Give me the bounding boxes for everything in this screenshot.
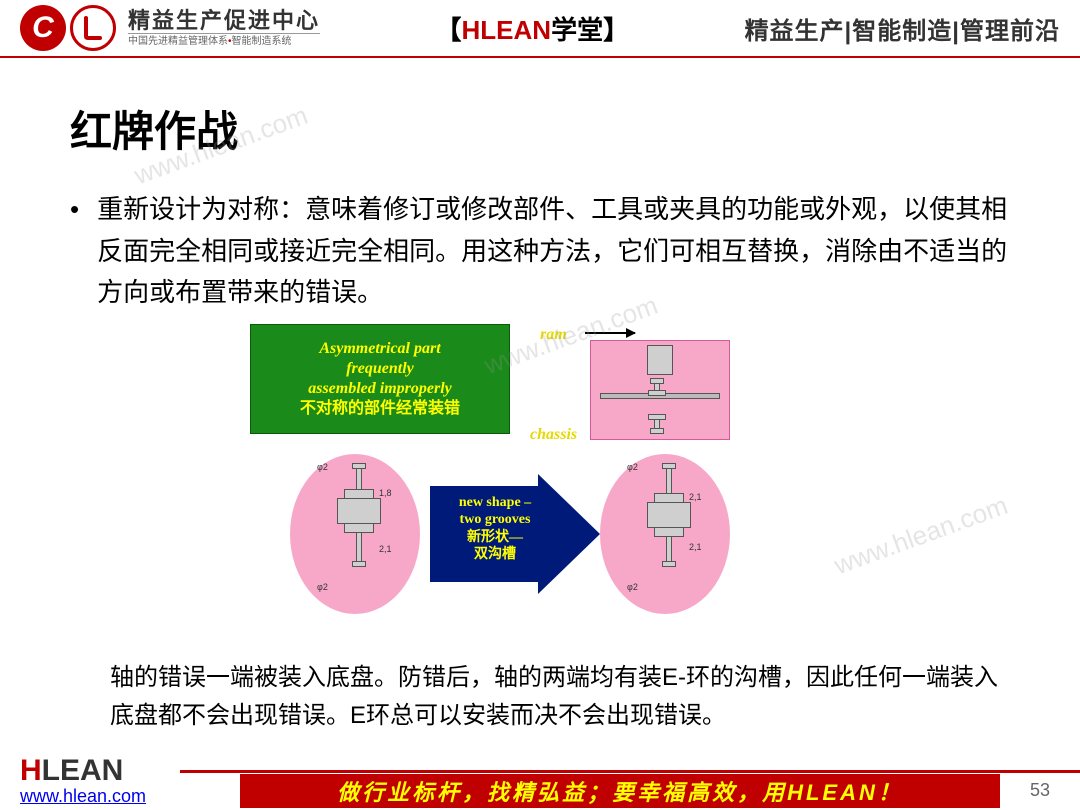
logo-main: 精益生产促进中心 [128, 9, 320, 33]
logo-c-icon: C [20, 5, 66, 51]
bullet-text: 重新设计为对称：意味着修订或修改部件、工具或夹具的功能或外观，以使其相反面完全相… [97, 189, 1010, 314]
logo-block: C 精益生产促进中心 中国先进精益管理体系•智能制造系统 [20, 5, 320, 51]
ram-arrow-icon [585, 332, 635, 334]
page-title: 红牌作战 [70, 98, 1010, 159]
header: C 精益生产促进中心 中国先进精益管理体系•智能制造系统 【HLEAN学堂】 精… [0, 0, 1080, 58]
after-shaft-icon: φ2 2,1 2,1 φ2 [647, 464, 691, 566]
bullet-paragraph: • 重新设计为对称：意味着修订或修改部件、工具或夹具的功能或外观，以使其相反面完… [70, 189, 1010, 314]
header-center: 【HLEAN学堂】 [320, 10, 745, 47]
green-info-box: Asymmetrical part frequently assembled i… [250, 324, 510, 434]
footer-url-link[interactable]: www.hlean.com [20, 786, 146, 807]
footer: HLEAN www.hlean.com 做行业标杆，找精弘益；要幸福高效，用HL… [0, 760, 1080, 810]
press-ram-icon [647, 345, 673, 375]
arrow-text: new shape – two grooves 新形状— 双沟槽 [430, 494, 560, 564]
bottom-paragraph: 轴的错误一端被装入底盘。防错后，轴的两端均有装E-环的沟槽，因此任何一端装入底盘… [110, 659, 1000, 736]
ram-label: ram [540, 326, 567, 344]
diagram: Asymmetrical part frequently assembled i… [220, 324, 860, 634]
chassis-label: chassis [530, 426, 577, 444]
logo-text: 精益生产促进中心 中国先进精益管理体系•智能制造系统 [128, 9, 320, 47]
page-number: 53 [1030, 780, 1050, 801]
before-shaft-icon: φ2 1,8 2,1 φ2 [337, 464, 381, 566]
footer-line [180, 770, 1080, 773]
bullet-marker-icon: • [70, 189, 79, 314]
press-shaft-icon [648, 379, 666, 395]
press-shaft-below-icon [648, 415, 666, 433]
header-right: 精益生产|智能制造|管理前沿 [745, 11, 1060, 46]
logo-l-icon [70, 5, 116, 51]
logo-sub: 中国先进精益管理体系•智能制造系统 [128, 33, 320, 47]
content: 红牌作战 • 重新设计为对称：意味着修订或修改部件、工具或夹具的功能或外观，以使… [0, 58, 1080, 736]
footer-banner: 做行业标杆，找精弘益；要幸福高效，用HLEAN！ [240, 774, 1000, 808]
footer-logo: HLEAN [20, 756, 123, 786]
transform-arrow: new shape – two grooves 新形状— 双沟槽 [430, 474, 600, 594]
press-diagram [590, 340, 730, 440]
